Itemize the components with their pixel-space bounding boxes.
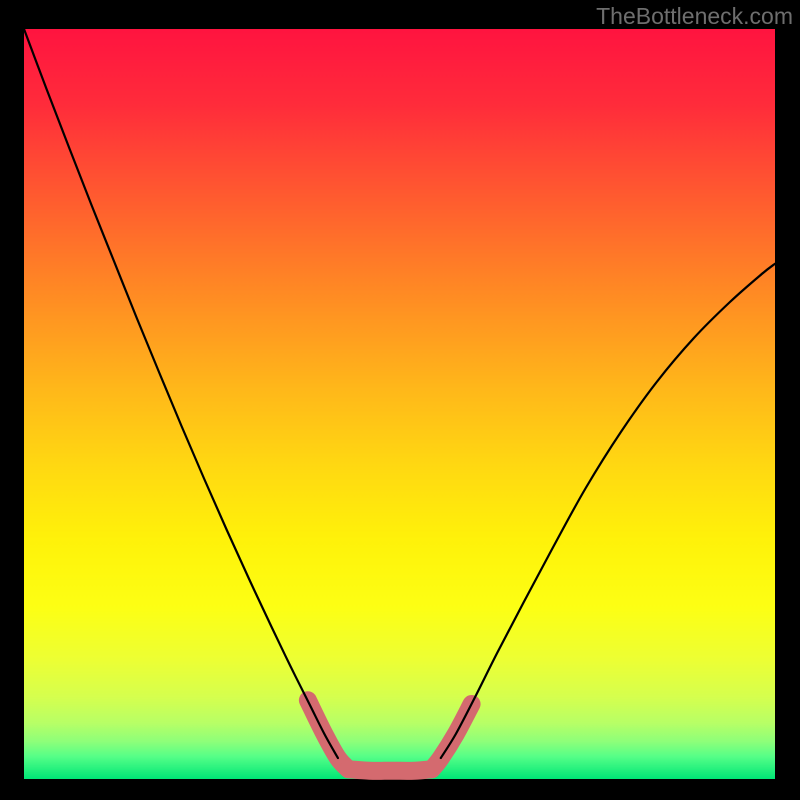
valley-highlight-segment-1	[348, 769, 431, 771]
curve-right-branch	[441, 264, 775, 758]
bottleneck-curve-plot	[0, 0, 800, 800]
watermark-label: TheBottleneck.com	[596, 3, 793, 30]
valley-highlight-segment-0	[308, 700, 349, 769]
curve-left-branch	[24, 29, 338, 758]
